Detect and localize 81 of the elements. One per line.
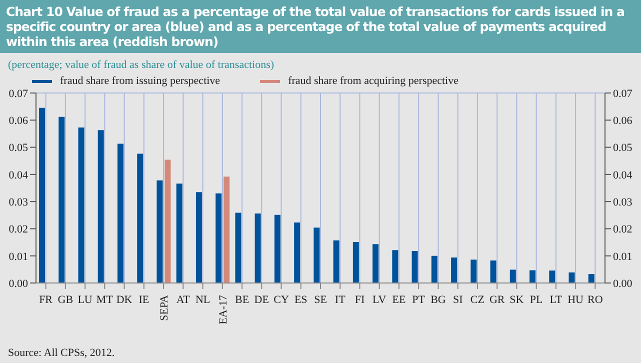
- bar: [39, 108, 45, 283]
- x-tick-label: RO: [588, 294, 603, 306]
- x-tick-label: DE: [254, 294, 270, 306]
- y-tick-label: 0.07: [8, 88, 28, 100]
- x-tick-label: GR: [489, 294, 506, 306]
- y-tick-label: 0.05: [8, 142, 28, 154]
- y2-tick-label: 0.04: [613, 169, 633, 182]
- y-tick-label: 0.04: [8, 169, 28, 182]
- x-tick-label: FR: [39, 294, 54, 306]
- bar: [137, 154, 144, 283]
- x-tick-label: PT: [412, 294, 426, 306]
- x-tick-label: NL: [195, 294, 210, 306]
- y2-tick-label: 0.07: [613, 88, 633, 100]
- bar: [235, 212, 242, 283]
- bar: [196, 192, 202, 283]
- y2-tick-label: 0.03: [613, 196, 633, 208]
- x-tick-label: EE: [392, 294, 406, 306]
- bar: [412, 250, 418, 283]
- y2-tick-label: 0.02: [613, 224, 632, 236]
- x-tick-label: HU: [568, 294, 584, 306]
- x-tick-label: FI: [354, 294, 365, 306]
- source-note: Source: All CPSs, 2012.: [8, 347, 115, 359]
- bar: [156, 180, 163, 283]
- y2-tick-label: 0.05: [613, 142, 633, 154]
- x-tick-label: ES: [294, 294, 308, 306]
- x-tick-label: SE: [314, 294, 328, 306]
- bar: [254, 214, 261, 283]
- bar: [372, 244, 379, 283]
- bar: [216, 193, 222, 283]
- x-tick-label: IE: [138, 294, 150, 306]
- x-tick-label: DK: [116, 294, 132, 306]
- bar: [78, 127, 84, 283]
- bar: [588, 274, 594, 283]
- chart-title: Chart 10 Value of fraud as a percentage of the total value of transactions for cards issued in a specific country or area (blue) and as a percentage of the total value of payments acquired within this area (reddish brown): [0, 0, 641, 53]
- bar: [549, 270, 556, 283]
- x-tick-label: LU: [78, 294, 92, 306]
- bar: [490, 260, 496, 283]
- y-tick-label: 0.01: [8, 250, 28, 263]
- bar: [470, 260, 477, 283]
- bar: [117, 144, 124, 283]
- chart-subtitle: (percentage; value of fraud as share of value of transactions): [7, 58, 276, 73]
- y2-tick-label: 0.06: [613, 115, 633, 128]
- bar: [176, 184, 182, 283]
- y2-tick-label: 0.00: [613, 278, 633, 290]
- legend-label: fraud share from acquiring perspective: [287, 75, 458, 87]
- bar: [314, 228, 320, 283]
- x-tick-label: EA-17: [217, 294, 230, 324]
- y2-tick-label: 0.01: [613, 250, 632, 263]
- x-tick-label: SEPA: [158, 294, 171, 321]
- bar: [58, 116, 65, 283]
- bar: [510, 270, 516, 283]
- x-tick-label: LV: [372, 294, 386, 306]
- bar: [274, 214, 280, 283]
- x-tick-label: SK: [510, 294, 524, 306]
- x-tick-label: BE: [234, 294, 250, 306]
- bar: [431, 256, 438, 283]
- x-tick-label: CY: [274, 294, 289, 306]
- x-tick-label: BG: [430, 294, 446, 306]
- y-tick-label: 0.02: [8, 224, 28, 236]
- legend-label: fraud share from issuing perspective: [59, 75, 220, 87]
- x-tick-label: IT: [334, 294, 346, 306]
- bar: [451, 257, 458, 283]
- x-tick-label: MT: [96, 294, 114, 306]
- x-tick-label: LT: [550, 294, 562, 306]
- bar: [333, 240, 340, 283]
- x-tick-label: SI: [452, 294, 464, 306]
- bar: [568, 272, 575, 283]
- bar: [224, 176, 230, 283]
- y-tick-label: 0.00: [8, 278, 28, 290]
- bar: [352, 242, 359, 283]
- x-tick-label: AT: [176, 294, 190, 306]
- bar: [294, 222, 300, 283]
- x-tick-label: GB: [58, 294, 74, 306]
- y-tick-label: 0.06: [8, 115, 28, 128]
- y-tick-label: 0.03: [8, 196, 28, 208]
- x-tick-label: PL: [530, 294, 544, 306]
- bar: [392, 250, 398, 283]
- bar: [530, 270, 536, 283]
- bar: [164, 160, 171, 283]
- x-tick-label: CZ: [470, 294, 485, 306]
- bar: [98, 130, 104, 283]
